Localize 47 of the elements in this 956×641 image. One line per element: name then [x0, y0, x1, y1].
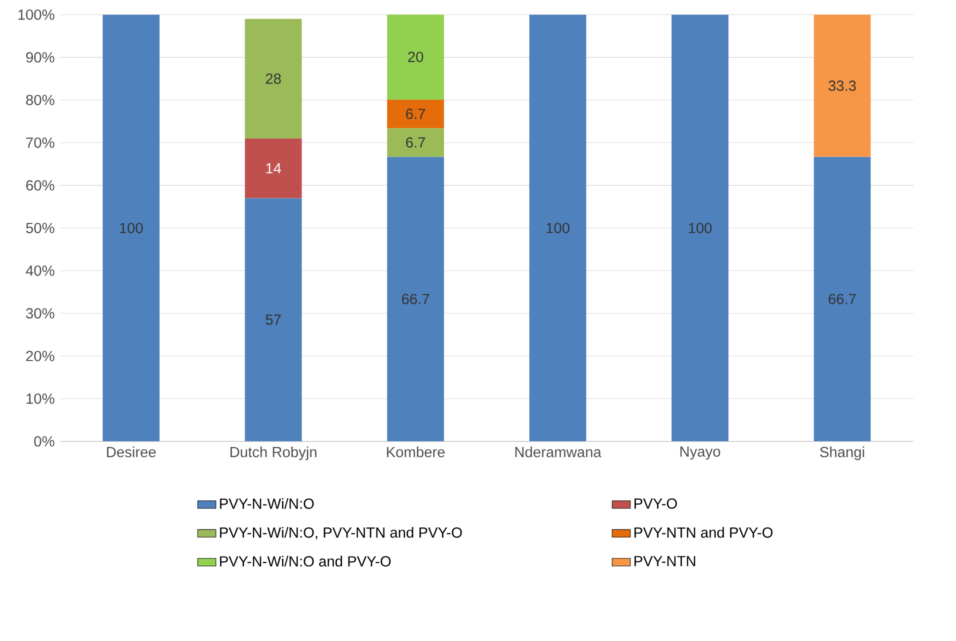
x-tick-label: Desiree: [107, 446, 156, 458]
data-label: 100: [120, 222, 143, 234]
data-label: 6.7: [406, 137, 426, 148]
bar: [387, 99, 444, 128]
legend-label: PVY-O: [634, 498, 677, 509]
data-label: 66.7: [828, 294, 856, 304]
y-tick-label: 20%: [26, 350, 54, 362]
legend-label: PVY-N-Wi/N:O, PVY-NTN and PVY-O: [220, 526, 462, 540]
data-label: 33.3: [828, 80, 856, 91]
bar: [814, 156, 871, 442]
y-tick-label: 70%: [26, 137, 54, 148]
bar: [387, 128, 444, 157]
y-tick-label: 40%: [26, 265, 54, 276]
bar: [529, 14, 586, 442]
legend-label: PVY-NTN: [634, 556, 696, 566]
y-tick-label: 50%: [26, 222, 54, 234]
bar: [387, 14, 444, 100]
y-tick-label: 0%: [34, 436, 54, 446]
data-label: 100: [546, 222, 570, 234]
bar: [387, 156, 444, 442]
bar: [814, 14, 871, 157]
data-label: 66.7: [402, 294, 430, 304]
data-label: 100: [688, 222, 712, 234]
legend-label: PVY-N-Wi/N:O and PVY-O: [220, 556, 391, 566]
data-label: 6.7: [406, 108, 426, 119]
bar: [244, 198, 302, 442]
x-tick-label: Shangi: [820, 446, 864, 460]
x-tick-label: Nderamwana: [515, 446, 602, 458]
y-tick-label: 90%: [26, 52, 54, 62]
data-label: 20: [408, 52, 424, 62]
legend-label: PVY-NTN and PVY-O: [634, 526, 773, 538]
y-tick-label: 10%: [26, 393, 54, 404]
bar: [244, 18, 302, 138]
data-label: 14: [266, 163, 282, 174]
y-tick-label: 30%: [26, 308, 54, 318]
bar: [672, 14, 728, 442]
x-tick-label: Dutch Robyjn: [230, 446, 316, 460]
y-tick-label: 60%: [26, 180, 54, 190]
data-label: 57: [266, 314, 281, 325]
x-tick-label: Kombere: [387, 446, 445, 458]
y-tick-label: 80%: [26, 94, 54, 106]
legend-label: PVY-N-Wi/N:O: [220, 498, 314, 509]
data-label: 28: [266, 73, 281, 84]
y-tick-label: 100%: [18, 9, 54, 20]
bar: [102, 14, 160, 442]
x-tick-label: Nyayo: [680, 446, 720, 460]
bar: [244, 138, 302, 198]
